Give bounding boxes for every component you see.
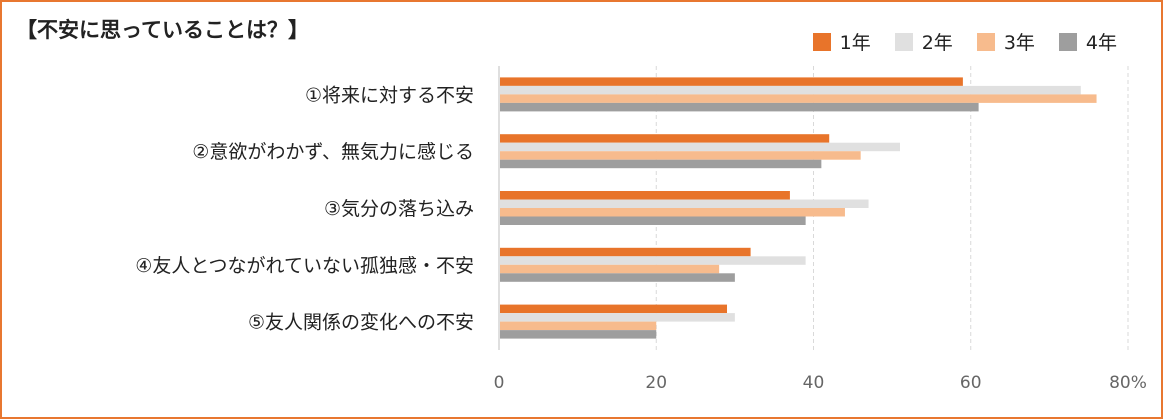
bar (500, 142, 900, 152)
legend-item-2: 2年 (894, 28, 953, 55)
category-label: ④友人とつながれていない孤独感・不安 (135, 255, 474, 277)
bar (500, 151, 861, 160)
legend-label-4: 4年 (1085, 32, 1117, 54)
legend: 1年 2年 3年 4年 (812, 28, 1117, 55)
bar (500, 102, 979, 112)
category-label: ③気分の落ち込み (324, 198, 474, 220)
bar (500, 134, 830, 143)
bar (500, 330, 657, 339)
legend-item-1: 1年 (812, 28, 871, 55)
legend-swatch-4 (1058, 32, 1077, 51)
chart-title: 【不安に思っていることは？】 (16, 18, 309, 42)
bar (500, 273, 735, 282)
bar (500, 304, 728, 314)
bar (500, 247, 751, 257)
bar (500, 159, 822, 169)
bar (500, 85, 1081, 95)
bar (500, 216, 806, 225)
bar (500, 191, 790, 200)
legend-swatch-1 (812, 32, 831, 51)
x-tick-label: 80% (1109, 373, 1147, 393)
bar (500, 199, 869, 208)
legend-item-3: 3年 (976, 28, 1035, 55)
x-tick-label: 20 (645, 373, 667, 393)
x-tick-label: 0 (494, 373, 505, 393)
bar (500, 321, 657, 331)
category-label: ①将来に対する不安 (305, 84, 474, 106)
category-label: ⑤友人関係の変化への不安 (248, 312, 474, 334)
bar (500, 313, 735, 322)
legend-label-3: 3年 (1003, 32, 1035, 54)
legend-swatch-3 (976, 32, 995, 51)
legend-swatch-2 (894, 32, 913, 51)
legend-label-1: 1年 (839, 32, 871, 54)
bar (500, 256, 806, 265)
bar (500, 264, 720, 274)
legend-label-2: 2年 (921, 32, 953, 54)
x-tick-label: 40 (803, 373, 825, 393)
category-label: ②意欲がわかず、無気力に感じる (192, 141, 474, 163)
bar (500, 77, 963, 86)
bar (500, 94, 1097, 103)
legend-item-4: 4年 (1058, 28, 1117, 55)
x-tick-label: 60 (960, 373, 982, 393)
bar (500, 208, 845, 217)
